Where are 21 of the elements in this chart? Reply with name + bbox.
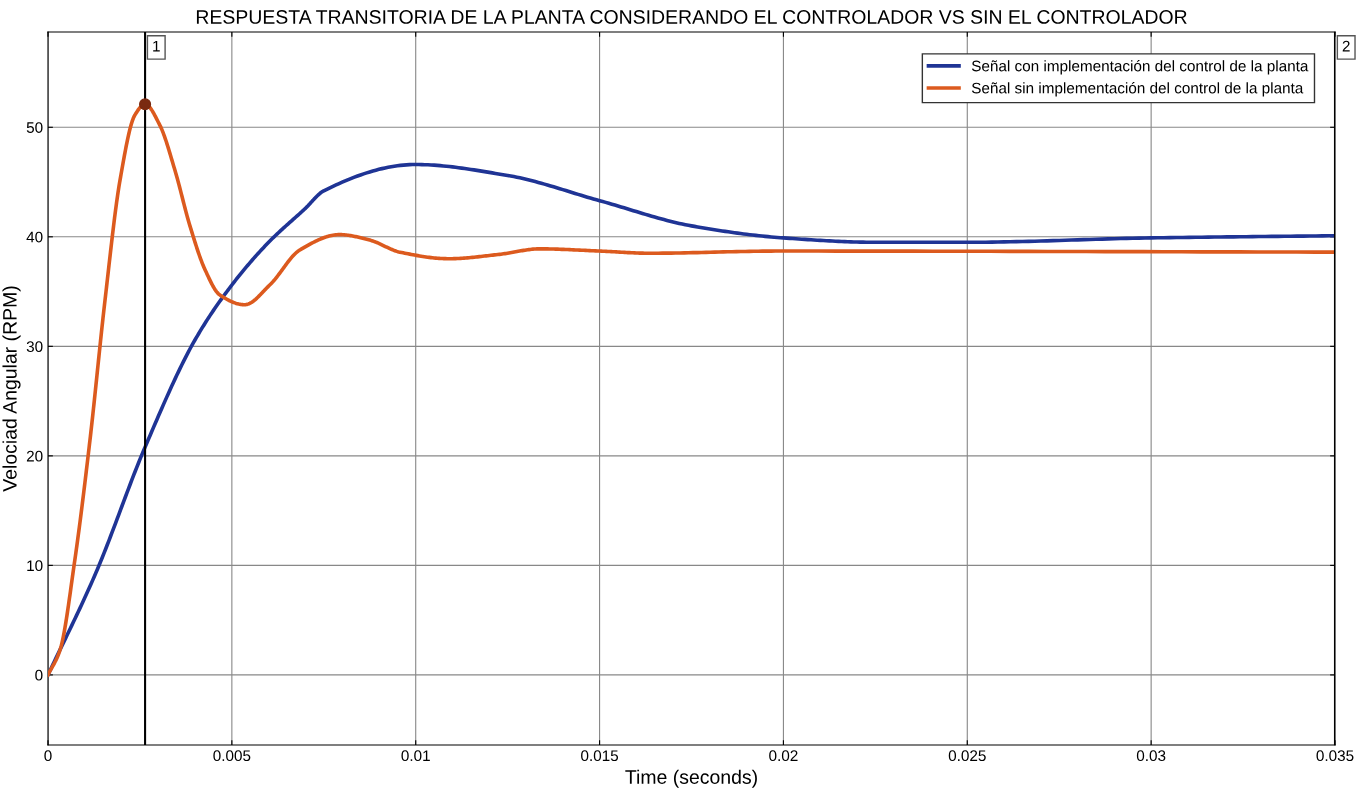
y-tick-label: 40 [26,231,43,243]
annotation: 2 [1342,40,1350,52]
chart-title: RESPUESTA TRANSITORIA DE LA PLANTA CONSIDERANDO EL CONTROLADOR VS SIN EL CONTROLADOR [196,10,1187,24]
y-tick-label: 30 [26,341,43,353]
legend-label: Señal sin implementación del control de la planta [971,82,1304,97]
y-axis-title: Velociad Angular (RPM) [2,286,21,492]
y-tick-label: 50 [26,122,43,133]
annotation: 1 [153,40,160,52]
y-tick-label: 20 [26,450,43,462]
x-tick-label: 0 [44,750,52,762]
legend-label: Señal con implementación del control de la planta [971,60,1309,75]
y-tick-label: 0 [35,669,43,681]
x-tick-label: 0.005 [213,750,251,762]
x-tick-label: 0.01 [401,750,430,762]
x-tick-label: 0.02 [769,750,798,762]
y-tick-label: 10 [27,560,43,572]
x-tick-label: 0.03 [1136,750,1166,762]
x-tick-label: 0.025 [948,750,986,762]
x-axis-title: Time (seconds) [625,769,757,788]
x-tick-label: 0.035 [1316,750,1354,762]
x-tick-label: 0.015 [581,750,619,762]
